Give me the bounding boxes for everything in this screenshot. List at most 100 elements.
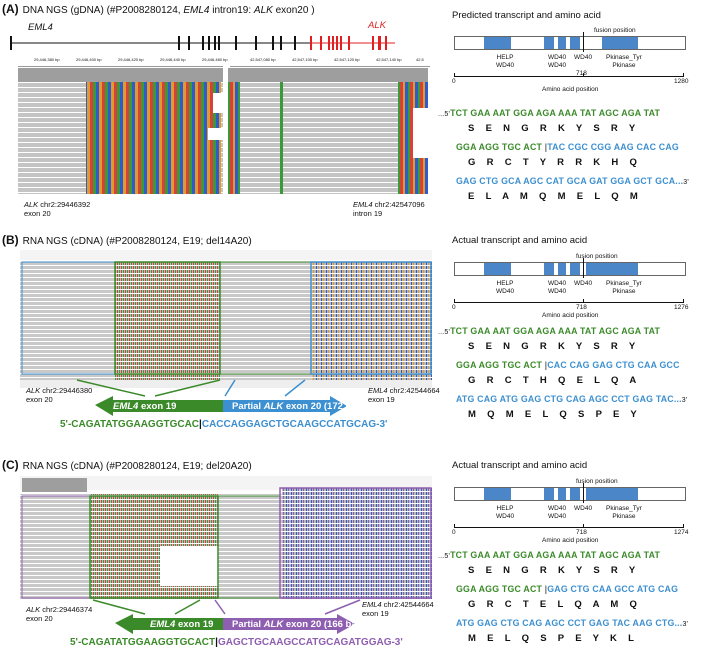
codon: CTG <box>613 360 635 370</box>
codon: GAG <box>456 176 477 186</box>
gene-track-a <box>10 36 395 50</box>
fusion-sequence-c: 5'-CAGATATGGAAGGTGCACT|GAGCTGCAAGCCATGCA… <box>70 637 403 648</box>
codon: CAG <box>566 360 590 370</box>
codon: ATG <box>634 584 656 594</box>
codon: GAG <box>518 394 542 404</box>
protein-diagram-b: fusion position HELP WD40 WD40 WD40 WD40 P… <box>452 253 689 319</box>
codon: TAC... <box>653 394 682 404</box>
codon-row: GGA AGG TGC ACT |TAC CGC CGG AAG CAC CAG <box>438 142 706 152</box>
codon: AGA <box>618 550 642 560</box>
codon: GCT <box>630 176 653 186</box>
codon-row: ...5'TCT GAA AAT GGA AGA AAA TAT AGC AGA… <box>438 550 706 560</box>
codon: CGG <box>588 142 612 152</box>
codon-row: ATG CAG ATG GAG CTG CAG AGC CCT GAG TAC.… <box>438 394 706 404</box>
arrow-alk-exon20-c: Partial ALK exon 20 (166 bases) <box>232 619 376 630</box>
gene-label-alk: ALK <box>368 20 386 31</box>
right-title-c: Actual transcript and amino acid <box>452 460 588 471</box>
codon: TCT <box>450 550 468 560</box>
sequence-block-c: ...5'TCT GAA AAT GGA AGA AAA TAT AGC AGA… <box>438 550 706 644</box>
codon: TGC <box>499 360 522 370</box>
codon: ATG <box>456 394 475 404</box>
sequence-block-a: ...5'TCT GAA AAT GGA AGA AAA TAT AGC AGA… <box>438 108 706 202</box>
codon: TCT <box>450 326 468 336</box>
five-prime-label: ...5' <box>438 111 451 118</box>
codon: GAA <box>467 108 491 118</box>
codon: TAT <box>577 550 597 560</box>
codon: GGA <box>510 108 534 118</box>
panel-c-title: (C) RNA NGS (cDNA) (#P2008280124, E19; de… <box>2 458 252 472</box>
amino-acid-row: S E N G R K Y S R Y <box>468 565 640 576</box>
codon: ACT <box>521 360 543 370</box>
amino-acid-row: G R C T H Q E L Q A <box>468 375 641 386</box>
codon-row: GAG CTG GCA AGC CAT GCA GAT GGA GCT GCA.… <box>438 176 706 186</box>
codon: CAA <box>589 584 612 594</box>
codon: GGA <box>456 360 477 370</box>
codon: TGC <box>499 142 522 152</box>
panel-b-letter: (B) <box>2 233 19 247</box>
codon: TAT <box>641 326 661 336</box>
codon: CTG <box>541 394 564 404</box>
fusion-junction: | <box>542 584 548 594</box>
arrow-eml4-exon19-c: EML4 exon 19 <box>150 619 214 630</box>
three-prime-label: 3' <box>681 397 688 404</box>
three-prime-label: 3' <box>683 179 689 186</box>
codon: TCT <box>450 108 468 118</box>
codon: GGA <box>510 326 534 336</box>
codon: GCA <box>498 176 521 186</box>
codon: CAG <box>563 394 587 404</box>
panel-a-letter: (A) <box>2 2 19 16</box>
codon: GAG <box>547 584 568 594</box>
codon: AGA <box>618 108 642 118</box>
codon: AGA <box>618 326 642 336</box>
ruler-right-a: 42,547,080 bp 42,547,100 bp 42,547,120 b… <box>230 57 430 67</box>
igv-alignment-a <box>18 68 428 198</box>
three-prime-label: 3' <box>682 621 689 628</box>
codon: GGA <box>456 142 477 152</box>
right-title-a: Predicted transcript and amino acid <box>452 10 601 21</box>
codon: AAA <box>555 326 578 336</box>
codon: AGC <box>520 176 544 186</box>
fusion-arrows-b <box>76 379 347 416</box>
codon-row: GGA AGG TGC ACT |GAG CTG CAA GCC ATG CAG <box>438 584 706 594</box>
sequence-block-b: ...5'TCT GAA AAT GGA AGA AAA TAT AGC AGA… <box>438 326 706 420</box>
panel-c-letter: (C) <box>2 458 19 472</box>
codon-row: ATG GAG CTG CAG AGC CCT GAG TAC AAG CTG.… <box>438 618 706 628</box>
fusion-junction: | <box>542 142 548 152</box>
codon: TAT <box>641 550 661 560</box>
codon: CTG <box>476 176 499 186</box>
codon: AGC <box>596 108 619 118</box>
codon: CAT <box>543 176 565 186</box>
caption-eml4-a: EML4 chr2:42547096 intron 19 <box>353 200 425 218</box>
codon: GCA <box>564 176 587 186</box>
codon: AGA <box>533 108 556 118</box>
amino-acid-row: S E N G R K Y S R Y <box>468 123 640 134</box>
codon: TAT <box>577 326 597 336</box>
codon: ATG <box>497 394 519 404</box>
amino-acid-row: G R C T E L Q A M Q <box>468 599 642 610</box>
fusion-arrows-c <box>92 599 361 634</box>
codon: CAG <box>474 394 498 404</box>
five-prime-label: ...5' <box>438 553 451 560</box>
amino-acid-row: G R C T Y R R K H Q <box>468 157 642 168</box>
codon: AGC <box>596 326 619 336</box>
right-title-b: Actual transcript and amino acid <box>452 235 588 246</box>
amino-acid-row: M Q M E L Q S P E Y <box>468 409 642 420</box>
codon: GGA <box>510 550 534 560</box>
igv-alignment-b <box>20 250 432 388</box>
codon: AAT <box>490 550 511 560</box>
caption-eml4-b: EML4 chr2:42544664 exon 19 <box>368 386 440 404</box>
codon: AGG <box>476 142 500 152</box>
codon: AGA <box>533 550 556 560</box>
codon: AGG <box>476 360 500 370</box>
codon: GGA <box>607 176 631 186</box>
codon: AAT <box>490 326 511 336</box>
codon: AGC <box>596 550 619 560</box>
arrow-eml4-exon19-b: EML4 exon 19 <box>113 401 177 412</box>
codon: GAG <box>586 618 610 628</box>
codon: TAT <box>577 108 597 118</box>
codon: TAC <box>609 618 631 628</box>
codon: CAG <box>655 584 679 594</box>
codon: GAA <box>467 326 491 336</box>
codon: AGC <box>586 394 609 404</box>
codon: GAG <box>474 618 498 628</box>
